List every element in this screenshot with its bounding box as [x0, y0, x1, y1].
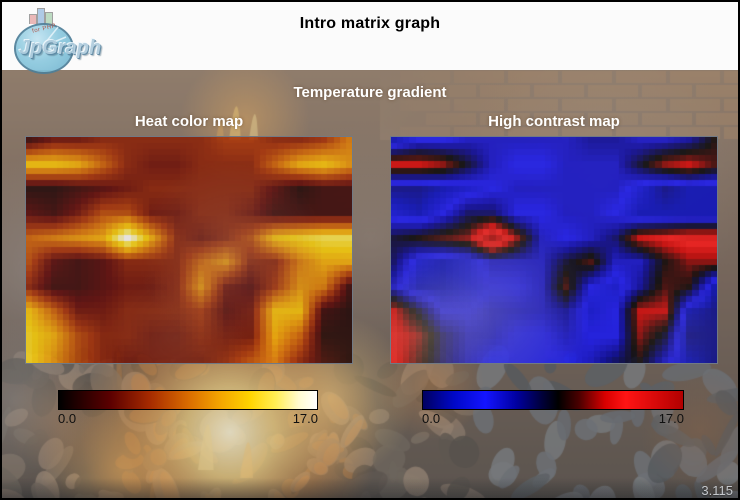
heatmap-heat — [25, 136, 353, 364]
jpgraph-logo: for PHP JpGraph — [8, 3, 108, 74]
version-label: 3.115 — [701, 483, 733, 498]
title-banner: for PHP JpGraph Intro matrix graph — [2, 2, 738, 74]
panel-title-heat: Heat color map — [134, 113, 244, 130]
panel-title-contrast: High contrast map — [488, 113, 620, 130]
heatmap-heat-canvas — [26, 137, 352, 363]
heatmap-contrast — [390, 136, 718, 364]
legend-gradient-contrast — [422, 390, 684, 410]
legend-min-heat: 0.0 — [58, 411, 77, 426]
legend-max-contrast: 17.0 — [658, 411, 684, 426]
legend-gradient-heat — [58, 390, 318, 410]
heatmap-contrast-canvas — [391, 137, 717, 363]
legend-labels-contrast: 0.0 17.0 — [422, 411, 684, 427]
logo-ellipse — [14, 23, 74, 74]
legend-min-contrast: 0.0 — [422, 411, 441, 426]
logo-text: JpGraph — [19, 37, 102, 59]
logo-pie-icon — [41, 26, 67, 54]
chart-supertitle: Temperature gradient — [293, 84, 447, 101]
logo-bar-chart-icon — [28, 6, 58, 24]
legend-max-heat: 17.0 — [292, 411, 318, 426]
legend-labels-heat: 0.0 17.0 — [58, 411, 318, 427]
page-title: Intro matrix graph — [299, 15, 441, 32]
